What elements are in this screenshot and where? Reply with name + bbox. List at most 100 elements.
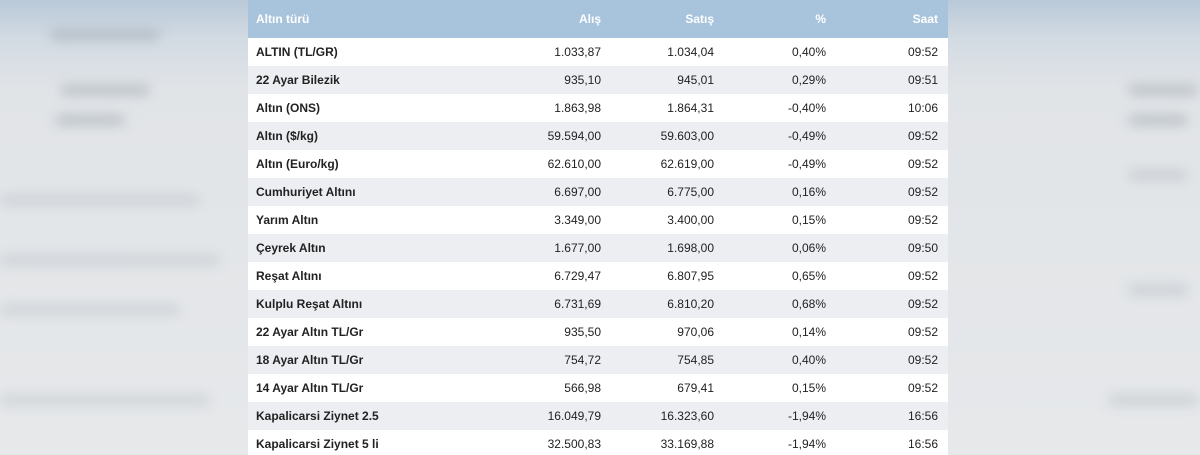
time-cell: 16:56: [907, 437, 938, 451]
sell-cell: 1.034,04: [667, 45, 714, 59]
time-cell: 09:52: [907, 381, 938, 395]
name-cell: Kulplu Reşat Altını: [256, 297, 363, 311]
table-row: 18 Ayar Altın TL/Gr 754,72 754,85 0,40% 09:5…: [248, 346, 948, 374]
change-cell: 0,29%: [791, 73, 826, 87]
buy-cell: 1.863,98: [554, 101, 601, 115]
name-cell: 22 Ayar Bilezik: [256, 73, 340, 87]
sell-cell: 970,06: [677, 325, 714, 339]
table-row: Altın (ONS) 1.863,98 1.864,31 -0,40% 10:06: [248, 94, 948, 122]
time-cell: 16:56: [907, 409, 938, 423]
name-cell: 14 Ayar Altın TL/Gr: [256, 381, 364, 395]
name-cell: ALTIN (TL/GR): [256, 45, 338, 59]
buy-cell: 59.594,00: [547, 129, 601, 143]
sell-cell: 679,41: [677, 381, 714, 395]
sell-cell: 16.323,60: [660, 409, 714, 423]
buy-cell: 1.033,87: [554, 45, 601, 59]
name-cell: Altın (ONS): [256, 101, 320, 115]
blur-shape: [1108, 395, 1198, 405]
name-cell: 18 Ayar Altın TL/Gr: [256, 353, 364, 367]
buy-cell: 935,10: [564, 73, 601, 87]
blur-shape: [50, 30, 160, 40]
name-cell: Çeyrek Altın: [256, 241, 326, 255]
table-row: Altın (Euro/kg) 62.610,00 62.619,00 -0,49% 0…: [248, 150, 948, 178]
name-cell: Altın ($/kg): [256, 129, 318, 143]
buy-cell: 6.729,47: [554, 269, 601, 283]
time-cell: 09:52: [907, 129, 938, 143]
header-cell: Alış: [578, 12, 601, 26]
table-row: Altın ($/kg) 59.594,00 59.603,00 -0,49% 09:5…: [248, 122, 948, 150]
name-cell: Yarım Altın: [256, 213, 319, 227]
time-cell: 09:52: [907, 269, 938, 283]
table-row: Kapalicarsi Ziynet 2.5 16.049,79 16.323,60…: [248, 402, 948, 430]
header-cell: Altın türü: [256, 12, 310, 26]
blurred-background: [0, 0, 248, 455]
table-row: Yarım Altın 3.349,00 3.400,00 0,15% 09:52: [248, 206, 948, 234]
sell-cell: 62.619,00: [660, 157, 714, 171]
change-cell: 0,65%: [791, 269, 826, 283]
table-row: 14 Ayar Altın TL/Gr 566,98 679,41 0,15% 09:5…: [248, 374, 948, 402]
table-row: ALTIN (TL/GR) 1.033,87 1.034,04 0,40% 09:52: [248, 38, 948, 66]
blurred-background: [948, 0, 1200, 455]
time-cell: 09:50: [907, 241, 938, 255]
name-cell: Kapalicarsi Ziynet 5 li: [256, 437, 379, 451]
change-cell: 0,15%: [791, 213, 826, 227]
sell-cell: 1.864,31: [667, 101, 714, 115]
name-cell: Altın (Euro/kg): [256, 157, 339, 171]
blur-shape: [1128, 285, 1188, 295]
time-cell: 09:52: [907, 325, 938, 339]
header-row: Altın türü Alış Satış% Saat: [248, 0, 948, 38]
blur-shape: [0, 395, 210, 405]
sell-cell: 6.775,00: [667, 185, 714, 199]
time-cell: 09:52: [907, 185, 938, 199]
time-cell: 09:52: [907, 157, 938, 171]
buy-cell: 32.500,83: [547, 437, 601, 451]
change-cell: 0,16%: [791, 185, 826, 199]
blur-shape: [55, 115, 125, 125]
name-cell: 22 Ayar Altın TL/Gr: [256, 325, 364, 339]
blur-shape: [60, 85, 150, 95]
change-cell: -0,40%: [787, 101, 826, 115]
sell-cell: 3.400,00: [667, 213, 714, 227]
table-row: Çeyrek Altın 1.677,00 1.698,00 0,06% 09:50: [248, 234, 948, 262]
blur-shape: [1128, 115, 1188, 125]
change-cell: 0,14%: [791, 325, 826, 339]
table-row: Reşat Altını 6.729,47 6.807,95 0,65% 09:52: [248, 262, 948, 290]
buy-cell: 566,98: [564, 381, 601, 395]
time-cell: 10:06: [907, 101, 938, 115]
change-cell: -1,94%: [787, 409, 826, 423]
change-cell: -0,49%: [787, 129, 826, 143]
name-cell: Reşat Altını: [256, 269, 322, 283]
sell-cell: 59.603,00: [660, 129, 714, 143]
buy-cell: 935,50: [564, 325, 601, 339]
sell-cell: 754,85: [677, 353, 714, 367]
header-cell: Satış: [685, 12, 714, 26]
buy-cell: 754,72: [564, 353, 601, 367]
change-cell: 0,40%: [791, 353, 826, 367]
blur-shape: [0, 255, 220, 265]
header-cell: Saat: [912, 12, 938, 26]
buy-cell: 16.049,79: [547, 409, 601, 423]
blur-shape: [1128, 170, 1188, 180]
blur-shape: [0, 305, 180, 315]
buy-cell: 3.349,00: [554, 213, 601, 227]
time-cell: 09:51: [907, 73, 938, 87]
table-row: Cumhuriyet Altını 6.697,00 6.775,00 0,16% 09…: [248, 178, 948, 206]
buy-cell: 62.610,00: [547, 157, 601, 171]
change-cell: 0,40%: [791, 45, 826, 59]
name-cell: Cumhuriyet Altını: [256, 185, 356, 199]
header-cell: %: [815, 12, 826, 26]
buy-cell: 6.697,00: [554, 185, 601, 199]
time-cell: 09:52: [907, 297, 938, 311]
gold-price-table: Altın türü Alış Satış% Saat ALTIN (TL/GR) 1.0…: [248, 0, 948, 455]
table-row: Kulplu Reşat Altını 6.731,69 6.810,20 0,68%…: [248, 290, 948, 318]
sell-cell: 1.698,00: [667, 241, 714, 255]
sell-cell: 33.169,88: [660, 437, 714, 451]
change-cell: -0,49%: [787, 157, 826, 171]
blur-shape: [0, 195, 200, 205]
table-row: 22 Ayar Bilezik 935,10 945,01 0,29% 09:51: [248, 66, 948, 94]
table-row: 22 Ayar Altın TL/Gr 935,50 970,06 0,14% 09:5…: [248, 318, 948, 346]
time-cell: 09:52: [907, 213, 938, 227]
sell-cell: 945,01: [677, 73, 714, 87]
buy-cell: 6.731,69: [554, 297, 601, 311]
